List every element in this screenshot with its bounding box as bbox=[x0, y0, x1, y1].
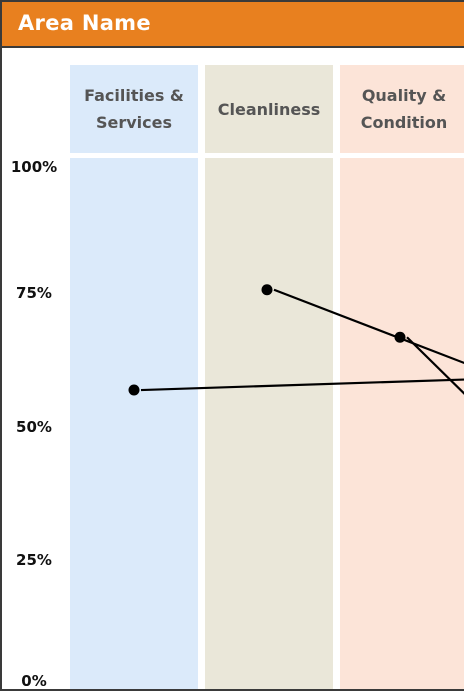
y-tick-label: 25% bbox=[16, 551, 52, 569]
category-label: Facilities & Services bbox=[84, 86, 184, 132]
category-label: Cleanliness bbox=[217, 99, 321, 119]
area-header: Area Name bbox=[2, 2, 464, 48]
data-point bbox=[128, 384, 140, 396]
column-band-facilities bbox=[70, 158, 198, 689]
data-point bbox=[394, 331, 406, 343]
y-tick-label: 100% bbox=[10, 158, 58, 176]
column-band-quality bbox=[340, 158, 464, 689]
data-point bbox=[261, 284, 273, 296]
category-label: Quality & Condition bbox=[360, 86, 448, 132]
series-line-segment bbox=[140, 378, 464, 392]
column-header-quality: Quality & Condition bbox=[340, 65, 464, 153]
y-tick-label: 0% bbox=[21, 672, 47, 690]
series-line-segment bbox=[273, 288, 464, 365]
y-tick-label: 50% bbox=[16, 418, 52, 436]
column-band-cleanliness bbox=[205, 158, 333, 689]
column-header-cleanliness: Cleanliness bbox=[205, 65, 333, 153]
area-title: Area Name bbox=[18, 11, 151, 35]
series-line-segment bbox=[406, 336, 464, 395]
y-tick-label: 75% bbox=[16, 284, 52, 302]
column-header-facilities: Facilities & Services bbox=[70, 65, 198, 153]
